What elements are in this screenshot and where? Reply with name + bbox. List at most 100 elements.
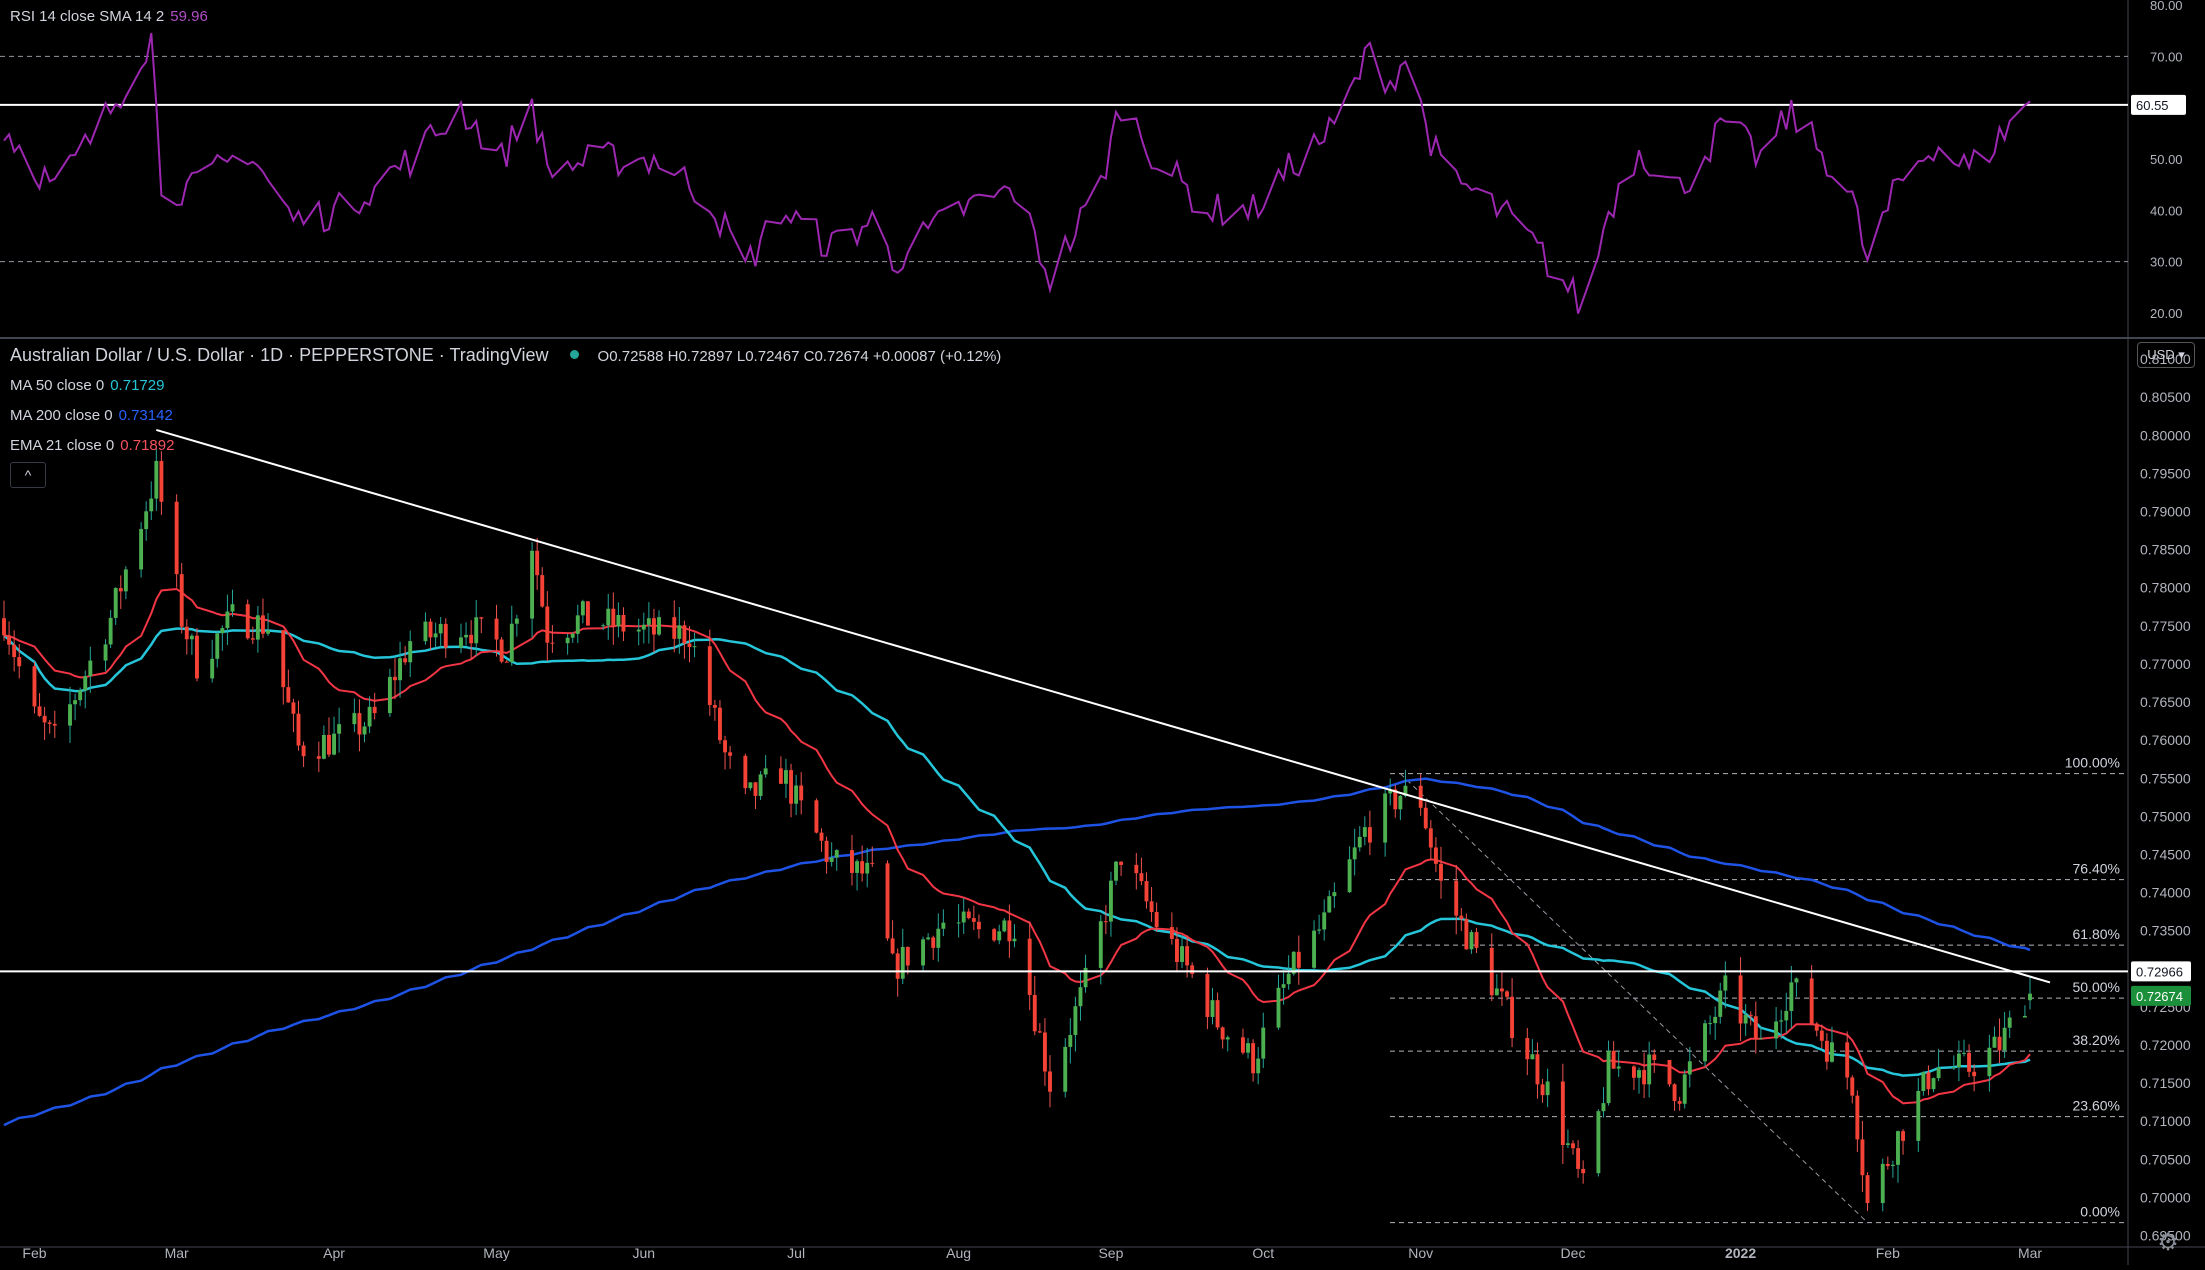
- candle-body: [850, 850, 854, 873]
- candle-body: [575, 615, 580, 634]
- price-tick-label: 0.69500: [2140, 1228, 2191, 1244]
- price-tick-label: 0.78000: [2140, 580, 2191, 596]
- candle-body: [1956, 1053, 1961, 1068]
- candle-body: [824, 840, 829, 862]
- candle-body: [393, 676, 397, 681]
- rsi-legend[interactable]: RSI 14 close SMA 14 2 59.96: [10, 8, 208, 25]
- candle-body: [728, 752, 733, 756]
- time-tick-label: May: [483, 1245, 509, 1261]
- indicator-legend-ma200[interactable]: MA 200 close 0 0.73142: [10, 407, 173, 424]
- candle-body: [855, 861, 860, 873]
- candle-body: [1606, 1050, 1611, 1104]
- close-label: C: [803, 348, 815, 365]
- low-value: 0.72467: [745, 348, 800, 365]
- candle-body: [215, 633, 220, 659]
- candle-body: [1565, 1143, 1570, 1145]
- candle-body: [1576, 1148, 1581, 1169]
- candle-body: [78, 690, 83, 701]
- candle-body: [250, 638, 255, 640]
- symbol-header[interactable]: Australian Dollar / U.S. Dollar · 1D · P…: [10, 345, 1001, 366]
- rsi-tick-label: 30.00: [2150, 255, 2183, 270]
- candle-body: [387, 676, 392, 714]
- candle-body: [433, 633, 438, 638]
- price-tick-label: 0.72000: [2140, 1037, 2191, 1053]
- candle-body: [1174, 938, 1179, 962]
- candle-body: [1073, 1006, 1078, 1035]
- time-tick-label: Jun: [633, 1245, 656, 1261]
- currency-button[interactable]: USD ▾: [2137, 342, 2195, 368]
- candle-body: [1642, 1070, 1647, 1085]
- price-tick-label: 0.77000: [2140, 656, 2191, 672]
- ma50-label: MA 50 close 0: [10, 377, 105, 394]
- candle-body: [1926, 1072, 1931, 1090]
- candle-body: [108, 617, 113, 645]
- candle-body: [723, 740, 727, 753]
- candle-body: [1540, 1084, 1545, 1096]
- candle-body: [1885, 1163, 1890, 1166]
- candle-body: [367, 706, 372, 727]
- rsi-tick-label: 50.00: [2150, 152, 2183, 167]
- price-tick-label: 0.71500: [2140, 1075, 2191, 1091]
- candle-body: [479, 617, 484, 619]
- candle-body: [1469, 932, 1474, 950]
- candle-body: [1215, 1000, 1220, 1028]
- candle-body: [42, 715, 47, 723]
- candle-body: [712, 705, 717, 708]
- candle-body: [1708, 1023, 1713, 1025]
- candle-body: [1637, 1070, 1641, 1078]
- candle-body: [1677, 1101, 1682, 1104]
- time-tick-label: Jul: [787, 1245, 805, 1261]
- indicator-legend-ema21[interactable]: EMA 21 close 0 0.71892: [10, 437, 174, 454]
- candle-body: [1794, 978, 1799, 983]
- candle-body: [1042, 1032, 1047, 1072]
- candle-body: [1687, 1061, 1692, 1075]
- fib-level-label: 38.20%: [2073, 1032, 2120, 1048]
- candle-body: [1494, 988, 1499, 996]
- candle-body: [68, 704, 72, 726]
- candle-body: [814, 800, 819, 833]
- candle-body: [1464, 919, 1469, 950]
- candle-body: [1997, 1036, 2002, 1051]
- gear-icon[interactable]: ⚙: [2157, 1229, 2179, 1256]
- candle-body: [606, 608, 611, 626]
- candle-body: [692, 646, 697, 648]
- candle-body: [255, 615, 260, 640]
- candle-body: [281, 630, 286, 688]
- candle-body: [428, 621, 433, 638]
- candle-body: [1611, 1050, 1616, 1069]
- candle-body: [1367, 827, 1372, 843]
- price-tick-label: 0.80500: [2140, 389, 2191, 405]
- candle-body: [1119, 861, 1124, 865]
- candle-body: [1499, 988, 1504, 992]
- candle-body: [748, 782, 753, 789]
- candle-body: [1779, 1020, 1784, 1022]
- candle-body: [865, 862, 870, 874]
- candle-body: [1286, 973, 1291, 985]
- axes-layer: 80.00 70.00 50.00 40.00 30.00 20.00 60.55 0.810…: [22, 0, 2191, 1261]
- candle-body: [357, 713, 362, 735]
- candle-body: [1921, 1072, 1926, 1091]
- time-tick-label: Feb: [22, 1245, 46, 1261]
- candle-body: [1896, 1131, 1900, 1165]
- candle-body: [1743, 1014, 1748, 1024]
- ma200-value: 0.73142: [118, 407, 173, 424]
- candle-body: [408, 641, 413, 663]
- candle-body: [83, 676, 88, 691]
- candle-body: [1322, 912, 1327, 930]
- candle-body: [2002, 1027, 2007, 1051]
- candle-body: [1108, 880, 1113, 922]
- collapse-legend-button[interactable]: ^: [10, 462, 46, 488]
- candle-body: [1758, 1038, 1763, 1040]
- candle-body: [332, 733, 336, 755]
- candle-body: [1581, 1168, 1586, 1174]
- candle-body: [1789, 982, 1794, 1011]
- indicator-legend-ma50[interactable]: MA 50 close 0 0.71729: [10, 377, 164, 394]
- candle-body: [1865, 1175, 1870, 1204]
- fib-level-label: 100.00%: [2065, 755, 2120, 771]
- candle-body: [1246, 1043, 1250, 1053]
- time-tick-label: Sep: [1098, 1245, 1123, 1261]
- candle-body: [1601, 1103, 1606, 1112]
